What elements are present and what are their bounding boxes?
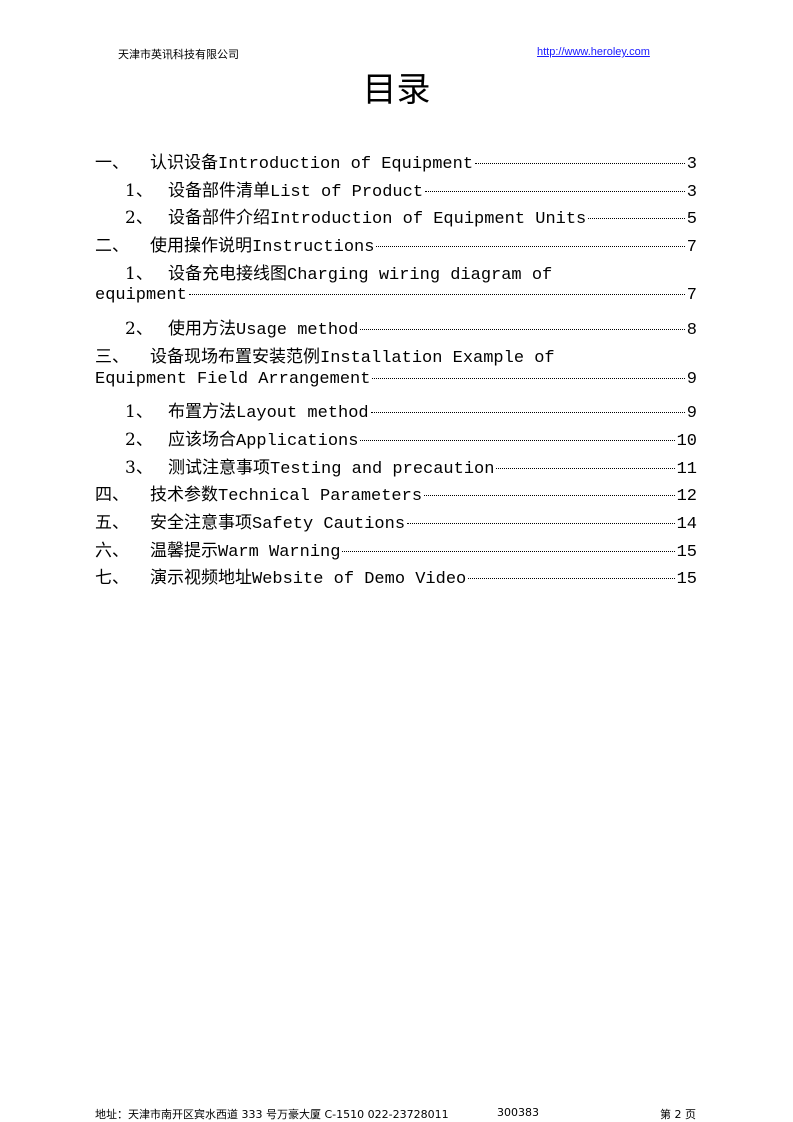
toc-leader-dots: [424, 495, 675, 497]
toc-entry-number: 1、: [125, 263, 153, 284]
toc-entry-title-cn: 温馨提示: [150, 540, 218, 561]
toc-entry-title-en: Introduction of Equipment: [218, 155, 474, 174]
toc-entry-title-cn: 使用操作说明: [150, 236, 252, 257]
toc-entry-title-en: Instructions: [252, 238, 375, 258]
toc-entry-page: 7: [686, 286, 697, 306]
toc-entry-number: 2、: [125, 429, 153, 450]
toc-entry-title-cn: 技术参数: [150, 485, 218, 506]
toc-entry-title-continued: equipment: [95, 286, 187, 306]
toc-entry-number: 二、: [95, 236, 129, 257]
toc-entry-number: 四、: [95, 485, 129, 506]
toc-entry[interactable]: 一、 认识设备 Introduction of Equipment 3: [95, 148, 697, 176]
toc-entry-title-cn: 设备现场布置安装范例: [150, 346, 320, 367]
toc-entry-number: 2、: [125, 208, 153, 229]
toc-leader-dots: [496, 467, 675, 469]
toc-entry-page: 8: [686, 321, 697, 341]
toc-entry-title-en: Technical Parameters: [218, 487, 423, 507]
toc-entry-title-en: Website of Demo Video: [252, 570, 467, 590]
toc-entry-title-en: Layout method: [236, 404, 369, 424]
toc-entry-continuation[interactable]: Equipment Field Arrangement 9: [95, 370, 697, 398]
toc-entry-number: 2、: [125, 319, 153, 340]
toc-entry[interactable]: 二、 使用操作说明 Instructions 7: [95, 231, 697, 259]
page-title: 目录: [362, 70, 431, 110]
toc-entry-continuation[interactable]: equipment 7: [95, 286, 697, 314]
toc-leader-dots: [468, 578, 675, 580]
toc-entry-number: 六、: [95, 540, 129, 561]
toc-entry-title-cn: 应该场合: [168, 429, 236, 450]
toc-leader-dots: [188, 294, 685, 296]
toc-entry-title-en: Introduction of Equipment Units: [270, 210, 587, 230]
toc-leader-dots: [372, 377, 685, 379]
toc-entry-title-cn: 设备部件介绍: [168, 208, 270, 229]
toc-entry-title-en: Applications: [236, 431, 359, 451]
header-company: 天津市英讯科技有限公司: [118, 48, 239, 61]
toc-entry-page: 3: [686, 182, 697, 202]
toc-entry-page: 9: [686, 404, 697, 424]
toc-entry[interactable]: 六、 温馨提示 Warm Warning 15: [95, 536, 697, 564]
toc-entry-title-cn: 使用方法: [168, 319, 236, 340]
toc-entry-title-en: List of Product: [270, 182, 424, 202]
toc-entry-title-en: Installation Example of: [320, 348, 555, 368]
toc-entry-page: 11: [676, 459, 697, 479]
toc-entry-number: 三、: [95, 346, 129, 367]
toc-entry-number: 一、: [95, 153, 129, 173]
toc-leader-dots: [360, 439, 675, 441]
toc-entry-title-en: Testing and precaution: [270, 459, 495, 479]
toc-entry-number: 七、: [95, 568, 129, 589]
toc-entry-page: 12: [676, 487, 697, 507]
toc-entry-title-cn: 测试注意事项: [168, 457, 270, 478]
toc-entry-number: 1、: [125, 402, 153, 423]
toc-entry-title-en: Usage method: [236, 321, 359, 341]
toc-entry-page: 5: [686, 210, 697, 230]
toc-entry-title-cn: 认识设备: [150, 153, 218, 173]
toc-entry-page: 7: [686, 238, 697, 258]
toc-entry-title-continued: Equipment Field Arrangement: [95, 369, 371, 389]
toc-entry-page: 10: [676, 431, 697, 451]
toc-leader-dots: [342, 550, 675, 552]
footer-address: 地址：天津市南开区宾水西道 333 号万豪大厦 C-1510 022-23728…: [95, 1108, 449, 1121]
footer-page-number: 第 2 页: [660, 1108, 696, 1121]
toc-entry[interactable]: 1、 设备充电接线图 Charging wiring diagram of: [95, 259, 697, 287]
toc-entry-title-en: Safety Cautions: [252, 514, 406, 534]
toc-entry-page: 14: [676, 514, 697, 534]
toc-entry[interactable]: 1、 设备部件清单 List of Product 3: [95, 176, 697, 204]
toc-entry[interactable]: 三、 设备现场布置安装范例 Installation Example of: [95, 342, 697, 370]
toc-entry-title-cn: 演示视频地址: [150, 568, 252, 589]
toc-entry[interactable]: 2、 应该场合 Applications 10: [95, 425, 697, 453]
toc-entry-page: 9: [686, 369, 697, 389]
toc-leader-dots: [475, 163, 685, 164]
toc-leader-dots: [376, 246, 685, 248]
header-url-link[interactable]: http://www.heroley.com: [537, 46, 650, 58]
table-of-contents: 一、 认识设备 Introduction of Equipment 3 1、 设备部件清单…: [95, 148, 697, 591]
toc-entry-number: 3、: [125, 457, 153, 478]
toc-entry-page: 15: [676, 570, 697, 590]
toc-leader-dots: [360, 329, 685, 331]
toc-entry[interactable]: 1、 布置方法 Layout method 9: [95, 397, 697, 425]
toc-leader-dots: [370, 412, 685, 414]
toc-entry-title-en: Warm Warning: [218, 542, 341, 562]
footer-postcode: 300383: [497, 1106, 539, 1119]
toc-entry-title-cn: 设备部件清单: [168, 180, 270, 201]
toc-leader-dots: [407, 522, 675, 524]
toc-entry[interactable]: 七、 演示视频地址 Website of Demo Video 15: [95, 563, 697, 591]
toc-entry-title-cn: 布置方法: [168, 402, 236, 423]
toc-entry[interactable]: 3、 测试注意事项 Testing and precaution 11: [95, 453, 697, 481]
toc-entry[interactable]: 2、 设备部件介绍 Introduction of Equipment Units…: [95, 203, 697, 231]
toc-entry-page: 15: [676, 542, 697, 562]
toc-leader-dots: [588, 218, 685, 220]
toc-entry-number: 1、: [125, 180, 153, 201]
toc-entry[interactable]: 四、 技术参数 Technical Parameters 12: [95, 480, 697, 508]
toc-entry-title-en: Charging wiring diagram of: [287, 265, 553, 285]
toc-entry-page: 3: [686, 155, 697, 174]
toc-leader-dots: [425, 190, 685, 192]
toc-entry-title-cn: 设备充电接线图: [168, 263, 287, 284]
toc-entry-title-cn: 安全注意事项: [150, 512, 252, 533]
toc-entry[interactable]: 五、 安全注意事项 Safety Cautions 14: [95, 508, 697, 536]
toc-entry[interactable]: 2、 使用方法 Usage method 8: [95, 314, 697, 342]
toc-entry-number: 五、: [95, 512, 129, 533]
